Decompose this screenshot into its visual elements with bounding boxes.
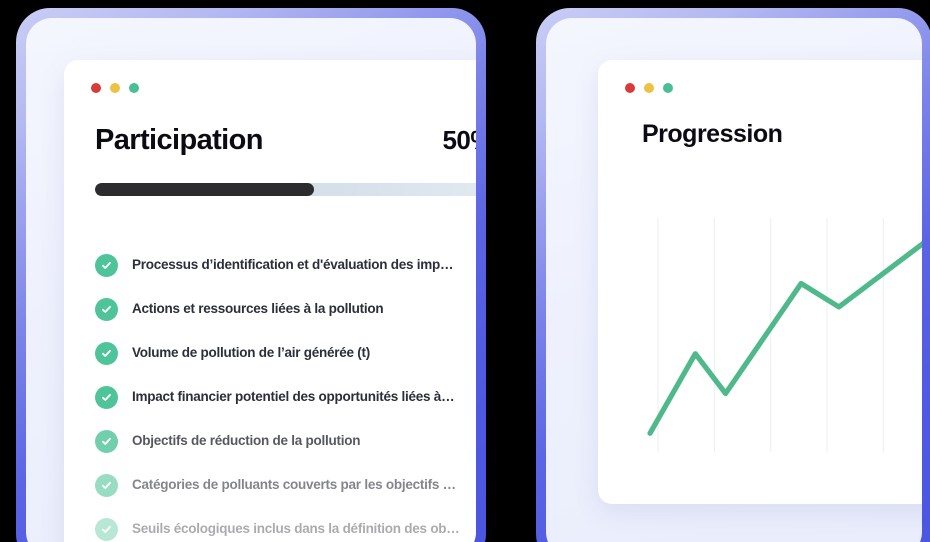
checklist-item-label: Objectifs de réduction de la pollution bbox=[132, 432, 361, 448]
checklist-item[interactable]: Objectifs de réduction de la pollution bbox=[95, 419, 476, 463]
check-circle-icon bbox=[95, 297, 118, 321]
minimize-dot[interactable] bbox=[644, 83, 654, 93]
chart-series-line bbox=[647, 240, 922, 436]
checklist-item[interactable]: Impact financier potentiel des opportuni… bbox=[95, 375, 476, 419]
checklist-item[interactable]: Catégories de polluants couverts par les… bbox=[95, 463, 476, 507]
close-dot[interactable] bbox=[91, 83, 101, 93]
check-circle-icon bbox=[95, 385, 118, 409]
window-controls-left[interactable] bbox=[91, 83, 139, 93]
window-controls-right[interactable] bbox=[625, 83, 673, 93]
participation-header: Participation 50% bbox=[95, 126, 476, 155]
checklist-item-label: Impact financier potentiel des opportuni… bbox=[132, 388, 455, 404]
progression-line-chart bbox=[636, 206, 922, 474]
check-circle-icon bbox=[95, 517, 118, 541]
right-device-screen: Progression bbox=[546, 18, 922, 542]
chart-svg bbox=[647, 218, 922, 452]
participation-card: Participation 50% Processus d’identifica… bbox=[64, 60, 476, 542]
minimize-dot[interactable] bbox=[110, 83, 120, 93]
checklist-item-label: Actions et ressources liées à la polluti… bbox=[132, 300, 384, 316]
maximize-dot[interactable] bbox=[129, 83, 139, 93]
participation-percent-label: 50% bbox=[442, 125, 476, 155]
check-circle-icon bbox=[95, 429, 118, 453]
chart-gridlines bbox=[657, 218, 884, 452]
checklist-item-label: Volume de pollution de l’air générée (t) bbox=[132, 344, 371, 360]
checklist-item[interactable]: Seuils écologiques inclus dans la défini… bbox=[95, 507, 476, 542]
checklist-item[interactable]: Volume de pollution de l’air générée (t) bbox=[95, 331, 476, 375]
requirements-checklist: Processus d’identification et d'évaluati… bbox=[95, 243, 476, 542]
check-circle-icon bbox=[95, 341, 118, 365]
checklist-item[interactable]: Processus d’identification et d'évaluati… bbox=[95, 243, 476, 287]
progression-card: Progression bbox=[598, 60, 922, 504]
right-device-frame: Progression bbox=[536, 8, 930, 542]
chart-title: Progression bbox=[642, 120, 783, 148]
page-title: Participation bbox=[95, 124, 263, 156]
progress-fill bbox=[95, 183, 314, 196]
left-device-frame: Participation 50% Processus d’identifica… bbox=[16, 8, 486, 542]
participation-progress-bar bbox=[95, 183, 476, 196]
close-dot[interactable] bbox=[625, 83, 635, 93]
checklist-item-label: Catégories de polluants couverts par les… bbox=[132, 476, 456, 492]
checklist-item-label: Seuils écologiques inclus dans la défini… bbox=[132, 520, 460, 536]
check-circle-icon bbox=[95, 253, 118, 277]
left-device-screen: Participation 50% Processus d’identifica… bbox=[26, 18, 476, 542]
checklist-item-label: Processus d’identification et d'évaluati… bbox=[132, 256, 454, 272]
checklist-item[interactable]: Actions et ressources liées à la polluti… bbox=[95, 287, 476, 331]
maximize-dot[interactable] bbox=[663, 83, 673, 93]
check-circle-icon bbox=[95, 473, 118, 497]
